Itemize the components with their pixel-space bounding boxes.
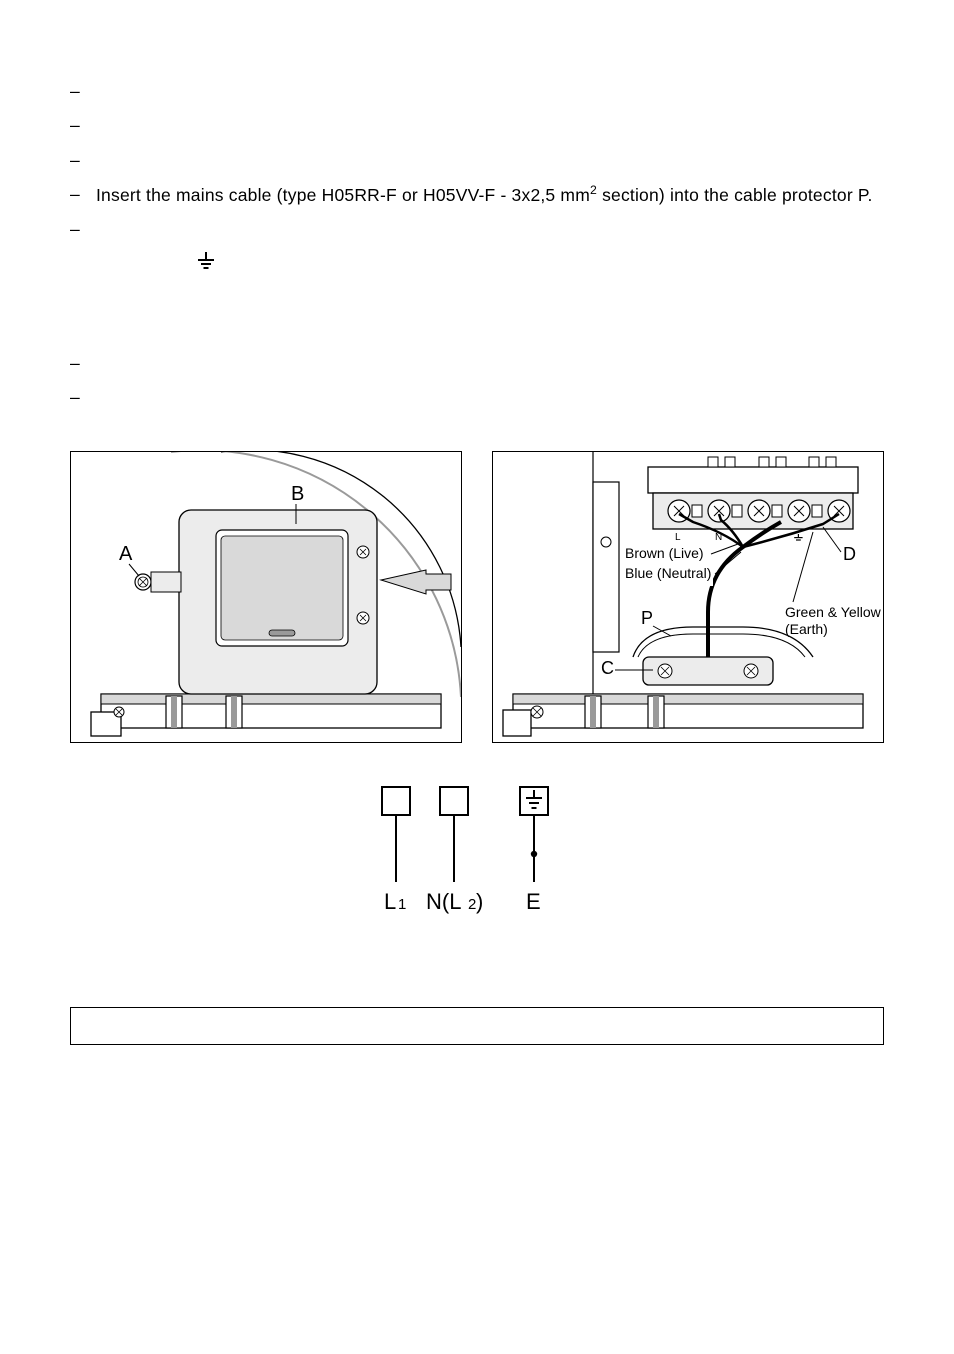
- fig1-label-a: A: [119, 543, 133, 565]
- legend-row: [188, 274, 884, 298]
- page: – – – –Insert the mains cable (type H05R…: [0, 0, 954, 1354]
- svg-text:1: 1: [398, 896, 406, 913]
- step-item: –: [70, 350, 884, 376]
- svg-text:L: L: [384, 889, 396, 914]
- steps-list-a: – – – –Insert the mains cable (type H05R…: [70, 78, 884, 242]
- svg-text:L: L: [675, 532, 681, 543]
- step-item: –: [70, 384, 884, 410]
- wiring-diagram: L 1 N(L 2 ) E: [70, 777, 884, 927]
- terminal-legend: [188, 250, 884, 322]
- fig1-label-b: B: [291, 483, 304, 505]
- steps-list-b: – –: [70, 350, 884, 411]
- figure-1-1-svg: B A: [71, 452, 461, 742]
- fig2-label-c: C: [601, 658, 614, 678]
- fig2-label-blue: Blue (Neutral): [625, 565, 711, 581]
- safety-note-box: [70, 1007, 884, 1045]
- fig2-label-d: D: [843, 544, 856, 564]
- earth-symbol-icon: [188, 252, 224, 272]
- step-item: –: [70, 216, 884, 242]
- legend-row: [188, 298, 884, 322]
- svg-text:N(L: N(L: [426, 889, 461, 914]
- svg-text:): ): [476, 889, 483, 914]
- fig2-label-p: P: [641, 608, 653, 628]
- figure-1-1: B A: [70, 451, 462, 743]
- svg-text:E: E: [526, 889, 541, 914]
- fig2-label-brown: Brown (Live): [625, 545, 704, 561]
- step-item: –Insert the mains cable (type H05RR-F or…: [70, 181, 884, 208]
- svg-text:(Earth): (Earth): [785, 621, 828, 637]
- fig2-label-green: Green & Yellow: [785, 604, 882, 620]
- step-item: –: [70, 112, 884, 138]
- figure-1-2-svg: L N: [493, 452, 883, 742]
- step-item: –: [70, 78, 884, 104]
- figures-row: B A: [70, 451, 884, 743]
- step-item: –: [70, 147, 884, 173]
- legend-row: [188, 250, 884, 274]
- figure-1-2: L N: [492, 451, 884, 743]
